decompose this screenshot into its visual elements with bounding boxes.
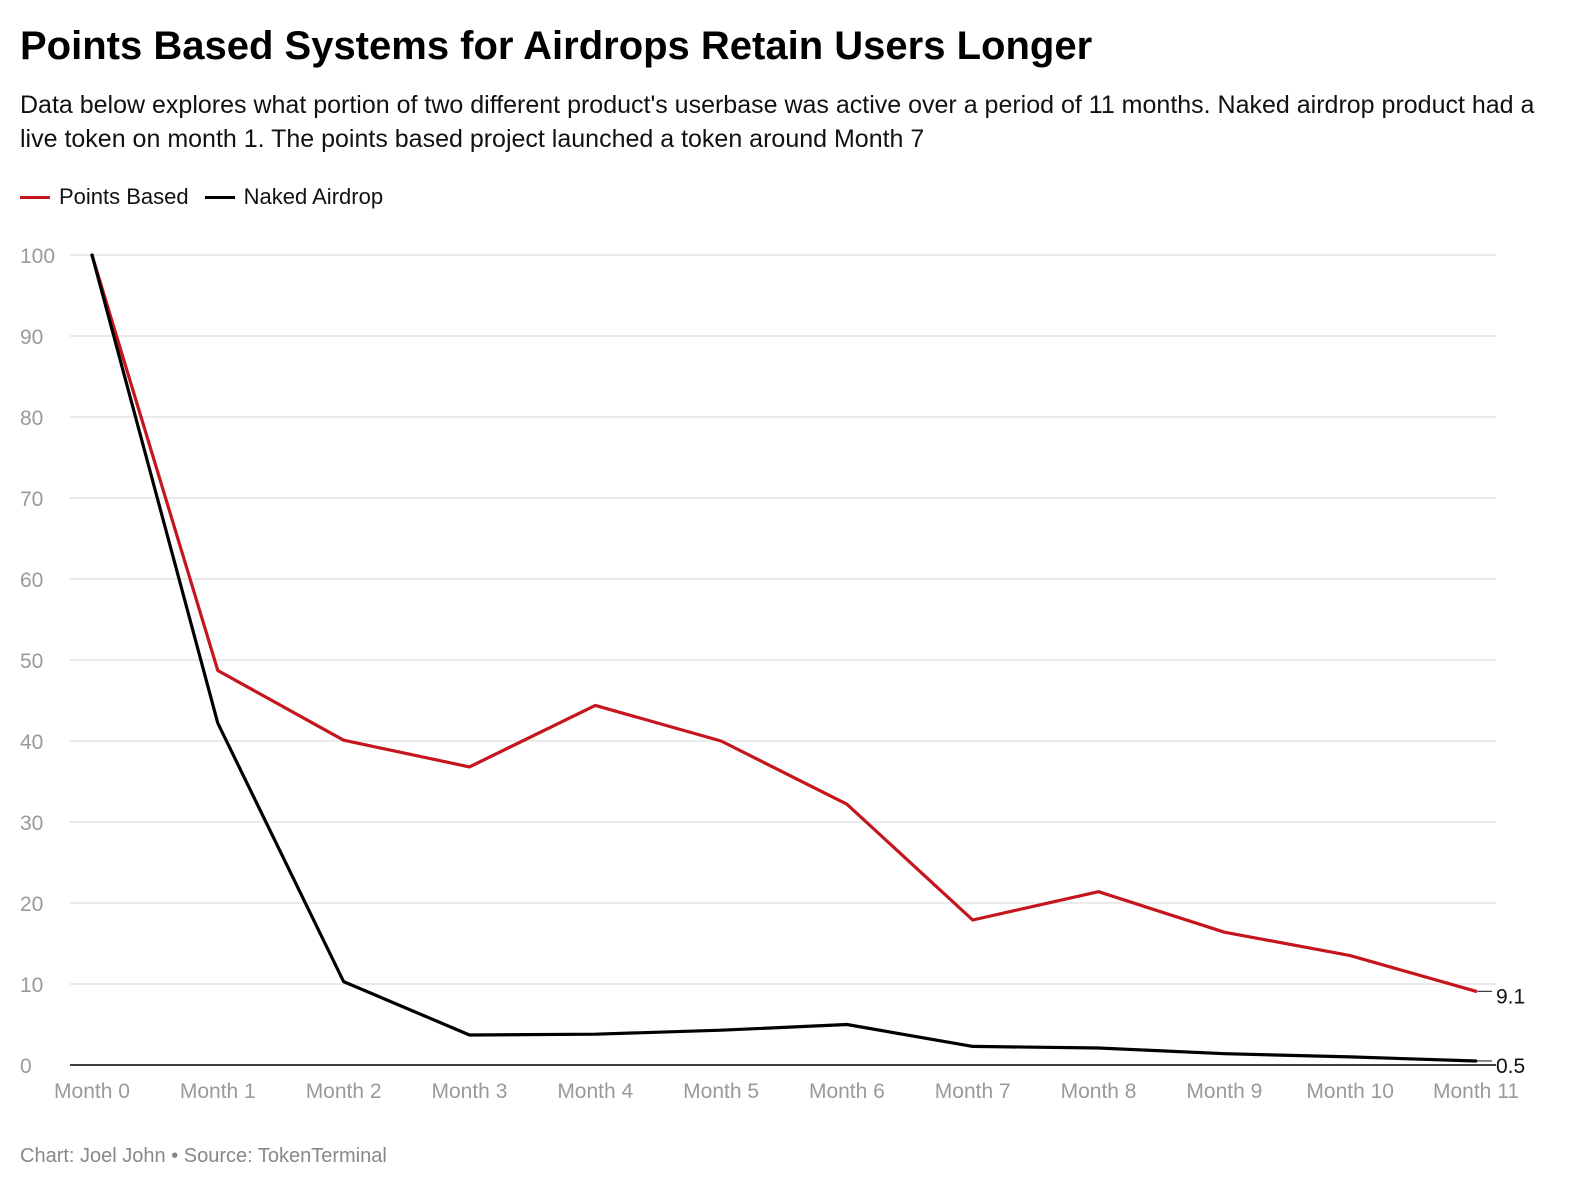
chart-footer: Chart: Joel John • Source: TokenTerminal bbox=[20, 1145, 387, 1167]
chart-title: Points Based Systems for Airdrops Retain… bbox=[20, 24, 1093, 68]
y-tick-label-70: 70 bbox=[20, 488, 43, 511]
y-tick-label-100: 100 bbox=[20, 245, 55, 268]
x-tick-label-3: Month 3 bbox=[432, 1080, 508, 1103]
y-tick-label-30: 30 bbox=[20, 812, 43, 835]
x-tick-label-10: Month 10 bbox=[1306, 1080, 1394, 1103]
x-tick-label-11: Month 11 bbox=[1433, 1080, 1519, 1103]
y-tick-label-40: 40 bbox=[20, 731, 43, 754]
x-tick-label-9: Month 9 bbox=[1186, 1080, 1262, 1103]
y-tick-label-20: 20 bbox=[20, 893, 43, 916]
x-tick-label-5: Month 5 bbox=[683, 1080, 759, 1103]
x-tick-label-1: Month 1 bbox=[180, 1080, 256, 1103]
x-tick-label-8: Month 8 bbox=[1061, 1080, 1137, 1103]
end-labels: 9.1 0.5 bbox=[1478, 985, 1525, 1078]
y-tick-label-90: 90 bbox=[20, 326, 43, 349]
y-tick-label-80: 80 bbox=[20, 407, 43, 430]
y-tick-label-50: 50 bbox=[20, 650, 43, 673]
x-tick-label-2: Month 2 bbox=[306, 1080, 382, 1103]
x-tick-label-7: Month 7 bbox=[935, 1080, 1011, 1103]
legend-item-naked-airdrop: Naked Airdrop bbox=[204, 184, 384, 210]
legend-label-naked-airdrop: Naked Airdrop bbox=[243, 184, 384, 209]
legend-swatch-points-based bbox=[20, 195, 50, 199]
end-label-points-based: 9.1 bbox=[1496, 985, 1525, 1008]
grid-lines bbox=[70, 254, 1496, 1066]
chart-subtitle: Data below explores what portion of two … bbox=[20, 91, 1535, 153]
legend-swatch-naked-airdrop bbox=[204, 195, 235, 199]
x-tick-label-6: Month 6 bbox=[809, 1080, 885, 1103]
end-label-naked-airdrop: 0.5 bbox=[1496, 1055, 1525, 1078]
legend-item-points-based: Points Based bbox=[20, 184, 189, 210]
y-tick-label-60: 60 bbox=[20, 569, 43, 592]
legend-label-points-based: Points Based bbox=[59, 184, 189, 209]
x-tick-label-0: Month 0 bbox=[54, 1080, 130, 1103]
chart-legend: Points Based Naked Airdrop bbox=[20, 182, 399, 212]
x-axis-ticks: Month 0 Month 1 Month 2 Month 3 Month 4 Month… bbox=[54, 1080, 1519, 1103]
series-line-naked-airdrop bbox=[90, 253, 1478, 1063]
y-axis-ticks: 0 10 20 30 40 50 60 70 80 90 100 bbox=[20, 245, 55, 1078]
series-line-points-based bbox=[90, 253, 1478, 993]
x-tick-label-4: Month 4 bbox=[557, 1080, 633, 1103]
y-tick-label-10: 10 bbox=[20, 974, 43, 997]
y-tick-label-0: 0 bbox=[20, 1055, 32, 1078]
series-lines bbox=[90, 253, 1478, 1063]
